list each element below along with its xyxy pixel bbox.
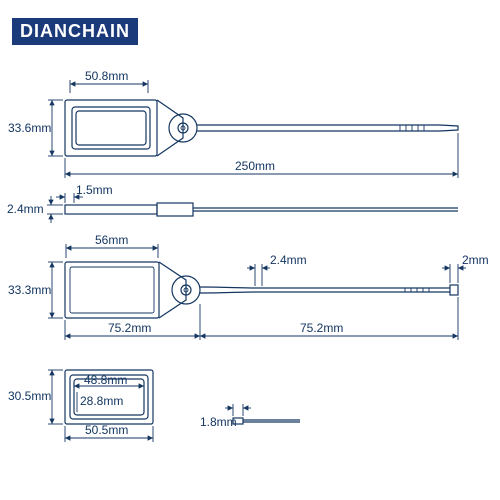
dim-front-strap-t: 2.4mm <box>270 253 307 267</box>
dim-front-end-t: 2mm <box>462 253 489 267</box>
dim-screen-outer-w: 50.5mm <box>85 423 128 437</box>
dim-front-tag-h: 33.3mm <box>8 283 51 297</box>
dim-screen-outer-h: 30.5mm <box>8 389 51 403</box>
view-side: 2.4mm 1.5mm <box>7 183 458 223</box>
dim-side-thick: 2.4mm <box>7 202 44 216</box>
dim-front-tag-w: 56mm <box>95 233 128 247</box>
dim-top-tag-h: 33.6mm <box>8 121 51 135</box>
dim-screen-inner-h: 28.8mm <box>80 394 123 408</box>
view-front: 56mm 33.3mm 2.4mm <box>8 233 489 340</box>
dim-top-total-w: 250mm <box>235 159 275 173</box>
dim-screen-end-w: 1.8mm <box>200 415 237 429</box>
dim-front-mid-left: 75.2mm <box>108 321 151 335</box>
dim-top-tag-w: 50.8mm <box>85 69 128 83</box>
dim-side-end: 1.5mm <box>76 183 113 197</box>
technical-drawing: 50.8mm 33.6mm 250mm <box>0 0 500 500</box>
dim-front-mid-right: 75.2mm <box>300 321 343 335</box>
view-top: 50.8mm 33.6mm 250mm <box>8 69 458 178</box>
view-screen: 48.8mm 28.8mm 30.5mm 50.5mm 1.8mm <box>8 370 300 442</box>
dim-screen-inner-w: 48.8mm <box>84 373 127 387</box>
